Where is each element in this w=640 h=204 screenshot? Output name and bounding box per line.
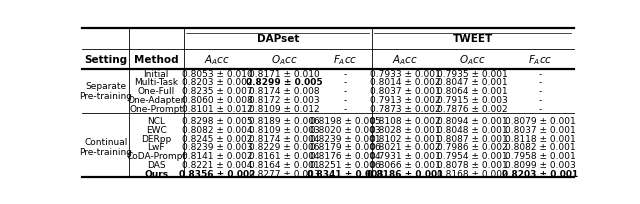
Text: 0.8299 ± 0.005: 0.8299 ± 0.005: [246, 78, 323, 87]
Text: 0.8235 ± 0.007: 0.8235 ± 0.007: [182, 87, 252, 96]
Text: 0.7913 ± 0.002: 0.7913 ± 0.002: [370, 95, 441, 104]
Text: -: -: [343, 78, 346, 87]
Text: 0.8141 ± 0.002: 0.8141 ± 0.002: [182, 151, 252, 160]
Text: 0.8341 ± 0.003: 0.8341 ± 0.003: [307, 169, 383, 178]
Text: 0.8048 ± 0.001: 0.8048 ± 0.001: [437, 125, 508, 134]
Text: 0.8014 ± 0.002: 0.8014 ± 0.002: [371, 78, 441, 87]
Text: 0.7873 ± 0.002: 0.7873 ± 0.002: [370, 104, 441, 113]
Text: Ours: Ours: [144, 169, 168, 178]
Text: -: -: [343, 104, 346, 113]
Text: Method: Method: [134, 54, 179, 64]
Text: 0.8277 ± 0.003: 0.8277 ± 0.003: [249, 169, 319, 178]
Text: 0.7954 ± 0.001: 0.7954 ± 0.001: [437, 151, 508, 160]
Text: -: -: [538, 104, 541, 113]
Text: 0.7933 ± 0.001: 0.7933 ± 0.001: [370, 69, 441, 78]
Text: 0.8298 ± 0.005: 0.8298 ± 0.005: [182, 116, 252, 125]
Text: Continual
Pre-training: Continual Pre-training: [79, 137, 132, 157]
Text: -: -: [538, 87, 541, 96]
Text: 0.8037 ± 0.001: 0.8037 ± 0.001: [370, 87, 441, 96]
Text: Multi-Task: Multi-Task: [134, 78, 178, 87]
Text: 0.8020 ± 0.003: 0.8020 ± 0.003: [310, 125, 380, 134]
Text: 0.8189 ± 0.006: 0.8189 ± 0.006: [249, 116, 319, 125]
Text: 0.8176 ± 0.004: 0.8176 ± 0.004: [310, 151, 380, 160]
Text: 0.8168 ± 0.002: 0.8168 ± 0.002: [437, 169, 508, 178]
Text: 0.8164 ± 0.001: 0.8164 ± 0.001: [249, 160, 319, 169]
Text: 0.8101 ± 0.012: 0.8101 ± 0.012: [182, 104, 252, 113]
Text: 0.8179 ± 0.006: 0.8179 ± 0.006: [310, 143, 380, 152]
Text: 0.8094 ± 0.001: 0.8094 ± 0.001: [437, 116, 508, 125]
Text: DAS: DAS: [147, 160, 166, 169]
Text: 0.8239 ± 0.001: 0.8239 ± 0.001: [310, 134, 380, 143]
Text: EWC: EWC: [146, 125, 166, 134]
Text: -: -: [343, 87, 346, 96]
Text: $\mathit{A_Acc}$: $\mathit{A_Acc}$: [392, 53, 419, 66]
Text: 0.8174 ± 0.004: 0.8174 ± 0.004: [249, 134, 319, 143]
Text: 0.7876 ± 0.002: 0.7876 ± 0.002: [437, 104, 508, 113]
Text: 0.8251 ± 0.006: 0.8251 ± 0.006: [310, 160, 380, 169]
Text: -: -: [538, 69, 541, 78]
Text: 0.8037 ± 0.001: 0.8037 ± 0.001: [504, 125, 575, 134]
Text: Separate
Pre-training: Separate Pre-training: [79, 82, 132, 101]
Text: Initial: Initial: [143, 69, 169, 78]
Text: One-Adapter: One-Adapter: [127, 95, 185, 104]
Text: $\mathit{F_Acc}$: $\mathit{F_Acc}$: [333, 53, 357, 66]
Text: 0.8102 ± 0.001: 0.8102 ± 0.001: [370, 134, 441, 143]
Text: LwF: LwF: [147, 143, 165, 152]
Text: 0.8172 ± 0.003: 0.8172 ± 0.003: [249, 95, 319, 104]
Text: Setting: Setting: [84, 54, 127, 64]
Text: -: -: [538, 78, 541, 87]
Text: $\mathit{O_Acc}$: $\mathit{O_Acc}$: [271, 53, 298, 66]
Text: 0.8203 ± 0.001: 0.8203 ± 0.001: [502, 169, 578, 178]
Text: 0.8161 ± 0.004: 0.8161 ± 0.004: [249, 151, 319, 160]
Text: 0.8356 ± 0.002: 0.8356 ± 0.002: [179, 169, 255, 178]
Text: -: -: [343, 95, 346, 104]
Text: 0.8053 ± 0.010: 0.8053 ± 0.010: [182, 69, 253, 78]
Text: TWEET: TWEET: [452, 34, 493, 44]
Text: One-Full: One-Full: [138, 87, 175, 96]
Text: 0.8087 ± 0.001: 0.8087 ± 0.001: [437, 134, 508, 143]
Text: 0.8028 ± 0.001: 0.8028 ± 0.001: [370, 125, 441, 134]
Text: NCL: NCL: [147, 116, 165, 125]
Text: 0.8060 ± 0.008: 0.8060 ± 0.008: [182, 95, 253, 104]
Text: DERpp: DERpp: [141, 134, 172, 143]
Text: 0.8198 ± 0.005: 0.8198 ± 0.005: [310, 116, 380, 125]
Text: 0.8047 ± 0.001: 0.8047 ± 0.001: [437, 78, 508, 87]
Text: One-Prompt: One-Prompt: [129, 104, 183, 113]
Text: $\mathit{A_Acc}$: $\mathit{A_Acc}$: [204, 53, 230, 66]
Text: 0.8203 ± 0.002: 0.8203 ± 0.002: [182, 78, 252, 87]
Text: 0.8239 ± 0.003: 0.8239 ± 0.003: [182, 143, 252, 152]
Text: 0.8064 ± 0.001: 0.8064 ± 0.001: [437, 87, 508, 96]
Text: 0.7986 ± 0.002: 0.7986 ± 0.002: [437, 143, 508, 152]
Text: 0.8174 ± 0.008: 0.8174 ± 0.008: [249, 87, 319, 96]
Text: -: -: [343, 69, 346, 78]
Text: 0.8082 ± 0.001: 0.8082 ± 0.001: [504, 143, 575, 152]
Text: $\mathit{F_Acc}$: $\mathit{F_Acc}$: [527, 53, 552, 66]
Text: 0.7935 ± 0.001: 0.7935 ± 0.001: [437, 69, 508, 78]
Text: 0.7958 ± 0.001: 0.7958 ± 0.001: [504, 151, 575, 160]
Text: 0.8118 ± 0.001: 0.8118 ± 0.001: [504, 134, 575, 143]
Text: 0.8099 ± 0.003: 0.8099 ± 0.003: [504, 160, 575, 169]
Text: -: -: [538, 95, 541, 104]
Text: 0.8082 ± 0.004: 0.8082 ± 0.004: [182, 125, 252, 134]
Text: 0.8109 ± 0.012: 0.8109 ± 0.012: [249, 104, 319, 113]
Text: 0.8079 ± 0.001: 0.8079 ± 0.001: [504, 116, 575, 125]
Text: 0.8186 ± 0.001: 0.8186 ± 0.001: [367, 169, 444, 178]
Text: 0.8108 ± 0.002: 0.8108 ± 0.002: [370, 116, 441, 125]
Text: 0.7931 ± 0.001: 0.7931 ± 0.001: [370, 151, 441, 160]
Text: DAPset: DAPset: [257, 34, 299, 44]
Text: 0.8078 ± 0.001: 0.8078 ± 0.001: [437, 160, 508, 169]
Text: 0.8021 ± 0.002: 0.8021 ± 0.002: [371, 143, 441, 152]
Text: CoDA-Prompt: CoDA-Prompt: [126, 151, 186, 160]
Text: 0.8229 ± 0.006: 0.8229 ± 0.006: [249, 143, 319, 152]
Text: $\mathit{O_Acc}$: $\mathit{O_Acc}$: [460, 53, 486, 66]
Text: 0.8221 ± 0.004: 0.8221 ± 0.004: [182, 160, 252, 169]
Text: 0.8066 ± 0.001: 0.8066 ± 0.001: [370, 160, 441, 169]
Text: 0.7915 ± 0.003: 0.7915 ± 0.003: [437, 95, 508, 104]
Text: 0.8171 ± 0.010: 0.8171 ± 0.010: [249, 69, 319, 78]
Text: 0.8245 ± 0.002: 0.8245 ± 0.002: [182, 134, 252, 143]
Text: 0.8109 ± 0.003: 0.8109 ± 0.003: [249, 125, 319, 134]
